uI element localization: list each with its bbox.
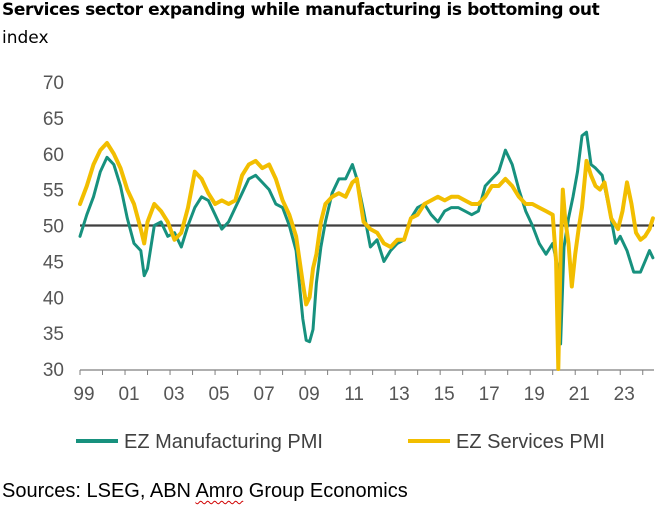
x-tick-label: 07 bbox=[254, 384, 275, 405]
y-tick-label: 50 bbox=[43, 217, 64, 238]
x-tick-label: 21 bbox=[569, 384, 590, 405]
pmi-line-chart: 30 35 40 45 50 55 60 65 70 99 01 03 05 07 09 11 13 15 17 1… bbox=[43, 73, 655, 453]
x-tick-label: 05 bbox=[208, 384, 229, 405]
x-tick-label: 13 bbox=[389, 384, 410, 405]
source-text: Sources: LSEG, ABN bbox=[2, 480, 196, 502]
y-axis: 30 35 40 45 50 55 60 65 70 bbox=[43, 73, 64, 381]
y-tick-label: 55 bbox=[43, 181, 64, 202]
chart-title: Services sector expanding while manufact… bbox=[2, 0, 600, 20]
legend-label: EZ Manufacturing PMI bbox=[124, 431, 323, 453]
y-axis-unit-label: index bbox=[2, 28, 49, 48]
x-tick-label: 03 bbox=[163, 384, 184, 405]
y-tick-label: 65 bbox=[43, 109, 64, 130]
source-note: Sources: LSEG, ABN Amro Group Economics bbox=[2, 480, 408, 503]
y-tick-label: 40 bbox=[43, 288, 64, 309]
source-text-tail: Group Economics bbox=[243, 480, 408, 502]
y-tick-label: 45 bbox=[43, 252, 64, 273]
x-tick-label: 19 bbox=[524, 384, 545, 405]
series-layer bbox=[78, 130, 655, 371]
x-tick-label: 15 bbox=[434, 384, 455, 405]
legend-label: EZ Services PMI bbox=[456, 431, 605, 453]
x-tick-label: 99 bbox=[73, 384, 94, 405]
x-tick-label: 17 bbox=[479, 384, 500, 405]
legend: EZ Manufacturing PMI EZ Services PMI bbox=[76, 431, 605, 453]
y-tick-label: 35 bbox=[43, 324, 64, 345]
x-tick-label: 01 bbox=[118, 384, 139, 405]
x-tick-label: 11 bbox=[344, 384, 364, 405]
series-line-manufacturing bbox=[78, 130, 655, 346]
source-flagged-word: Amro bbox=[195, 480, 244, 502]
y-tick-label: 70 bbox=[43, 73, 64, 94]
x-tick-label: 09 bbox=[299, 384, 320, 405]
y-tick-label: 60 bbox=[43, 145, 64, 166]
x-tick-label: 23 bbox=[614, 384, 635, 405]
series-line-services bbox=[78, 141, 655, 371]
x-axis: 99 01 03 05 07 09 11 13 15 17 19 21 23 bbox=[73, 369, 654, 405]
y-tick-label: 30 bbox=[43, 360, 64, 381]
